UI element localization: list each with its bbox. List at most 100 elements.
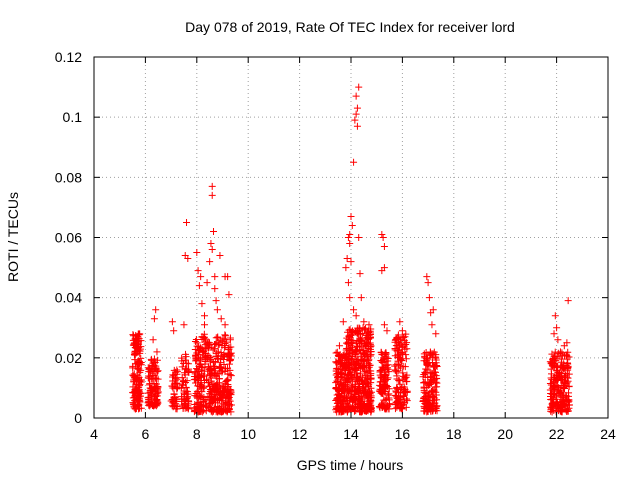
data-point xyxy=(153,392,161,400)
data-point xyxy=(180,377,188,385)
data-point xyxy=(546,358,554,366)
data-point xyxy=(359,347,367,355)
data-point xyxy=(197,394,205,402)
data-point xyxy=(211,273,219,281)
data-point xyxy=(376,378,384,386)
data-point xyxy=(348,221,356,229)
data-point xyxy=(192,355,200,363)
data-point xyxy=(432,372,440,380)
data-point xyxy=(209,359,217,367)
data-point xyxy=(344,403,352,411)
data-point xyxy=(173,379,181,387)
data-point xyxy=(353,329,361,337)
data-point xyxy=(183,404,191,412)
data-point xyxy=(205,363,213,371)
data-point xyxy=(217,397,225,405)
data-point xyxy=(227,355,235,363)
data-point xyxy=(366,404,374,412)
data-point xyxy=(170,402,178,410)
data-point xyxy=(219,408,227,416)
data-point xyxy=(382,395,390,403)
data-point xyxy=(226,371,234,379)
data-point xyxy=(193,339,201,347)
data-point xyxy=(402,341,410,349)
y-tick-label: 0 xyxy=(74,410,82,426)
data-point xyxy=(169,377,177,385)
data-point xyxy=(365,321,373,329)
data-point xyxy=(352,373,360,381)
data-point xyxy=(225,406,233,414)
data-point xyxy=(194,377,202,385)
data-point xyxy=(180,321,188,329)
data-point xyxy=(429,388,437,396)
data-point xyxy=(225,291,233,299)
data-point xyxy=(553,374,561,382)
data-point xyxy=(382,369,390,377)
data-point xyxy=(147,355,155,363)
data-point xyxy=(403,371,411,379)
data-point xyxy=(396,393,404,401)
data-point xyxy=(565,370,573,378)
data-point xyxy=(134,365,142,373)
data-point xyxy=(423,273,431,281)
data-point xyxy=(332,358,340,366)
data-point xyxy=(355,83,363,91)
data-point xyxy=(220,351,228,359)
data-point xyxy=(356,370,364,378)
data-point xyxy=(347,258,355,266)
data-point xyxy=(210,391,218,399)
data-point xyxy=(359,364,367,372)
x-tick-label: 6 xyxy=(142,426,150,442)
data-point xyxy=(227,372,235,380)
data-point xyxy=(144,389,152,397)
data-point xyxy=(346,230,354,238)
data-point xyxy=(429,306,437,314)
data-point xyxy=(136,381,144,389)
data-point xyxy=(177,393,185,401)
data-point xyxy=(192,335,200,343)
data-point xyxy=(130,404,138,412)
data-point xyxy=(392,391,400,399)
data-point xyxy=(385,396,393,404)
data-point xyxy=(336,400,344,408)
data-point xyxy=(342,264,350,272)
data-point xyxy=(400,342,408,350)
data-point xyxy=(431,368,439,376)
data-point xyxy=(131,405,139,413)
data-point xyxy=(422,349,430,357)
data-point xyxy=(381,405,389,413)
data-point xyxy=(400,334,408,342)
data-point xyxy=(345,333,353,341)
data-point xyxy=(343,363,351,371)
data-point xyxy=(197,273,205,281)
data-point xyxy=(352,92,360,100)
data-point xyxy=(383,327,391,335)
data-point xyxy=(548,370,556,378)
data-point xyxy=(223,387,231,395)
data-point xyxy=(334,373,342,381)
data-point xyxy=(355,341,363,349)
data-point xyxy=(399,362,407,370)
data-point xyxy=(194,343,202,351)
data-point xyxy=(359,402,367,410)
y-tick-label: 0.06 xyxy=(55,230,82,246)
data-point xyxy=(135,357,143,365)
data-point xyxy=(394,367,402,375)
data-point xyxy=(354,356,362,364)
data-point xyxy=(131,393,139,401)
data-point xyxy=(421,354,429,362)
data-point xyxy=(345,339,353,347)
data-point xyxy=(347,212,355,220)
data-point xyxy=(360,406,368,414)
data-point xyxy=(355,395,363,403)
data-point xyxy=(363,376,371,384)
data-point xyxy=(145,399,153,407)
data-point xyxy=(393,383,401,391)
data-point xyxy=(206,387,214,395)
data-point xyxy=(356,335,364,343)
data-point xyxy=(385,368,393,376)
data-point xyxy=(206,354,214,362)
data-point xyxy=(380,388,388,396)
data-point xyxy=(195,402,203,410)
data-point xyxy=(135,395,143,403)
